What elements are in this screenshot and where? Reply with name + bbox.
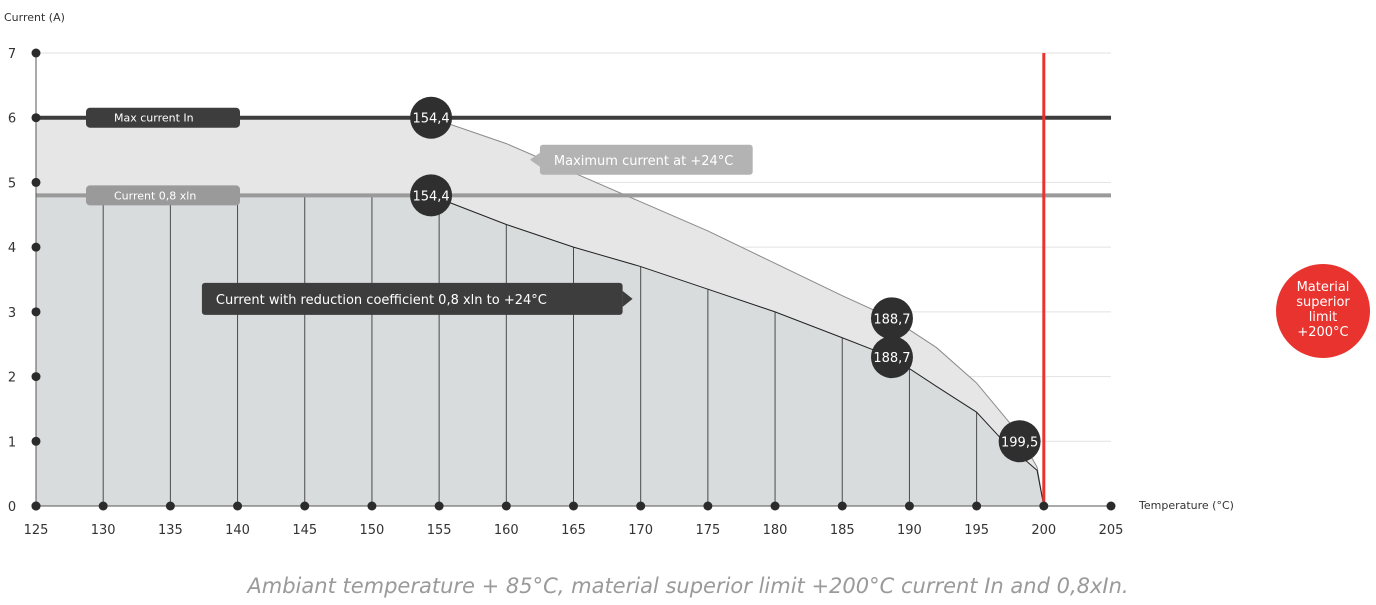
x-tick-dot <box>367 501 377 511</box>
x-tick-dot <box>501 501 511 511</box>
y-tick-dot <box>31 177 41 187</box>
y-tick-dot <box>31 501 41 511</box>
line-label-bg <box>86 107 240 128</box>
y-tick-dot <box>31 307 41 317</box>
y-tick-label: 7 <box>8 47 16 62</box>
y-tick-dot <box>31 242 41 252</box>
line-label-bg <box>86 185 240 206</box>
y-tick-label: 6 <box>8 112 16 127</box>
x-tick-label: 135 <box>158 523 183 538</box>
x-tick-label: 195 <box>964 523 989 538</box>
y-tick-dot <box>31 436 41 446</box>
x-tick-dot <box>703 501 713 511</box>
x-tick-dot <box>904 501 914 511</box>
chart-caption: Ambiant temperature + 85°C, material sup… <box>247 574 1129 598</box>
value-marker: 199,5 <box>998 420 1041 463</box>
x-tick-label: 130 <box>91 523 116 538</box>
x-tick-label: 190 <box>897 523 922 538</box>
y-axis-title: Current (A) <box>4 11 65 24</box>
annotation-bg <box>539 144 753 175</box>
x-tick-dot <box>300 501 310 511</box>
annotation-callout: Current with reduction coefficient 0,8 x… <box>201 282 633 315</box>
marker-label: 188,7 <box>873 351 910 366</box>
marker-circle <box>410 96 453 139</box>
x-axis-title: Temperature (°C) <box>1138 499 1234 512</box>
line-label: Current 0,8 xln <box>114 189 196 202</box>
x-tick-dot <box>972 501 982 511</box>
x-tick-dot <box>165 501 175 511</box>
marker-label: 188,7 <box>873 312 910 327</box>
marker-label: 154,4 <box>412 189 449 204</box>
marker-circle <box>870 336 913 379</box>
x-tick-dot <box>569 501 578 511</box>
value-marker: 188,7 <box>870 336 913 379</box>
annotation-callout: Maximum current at +24°C <box>529 144 753 175</box>
limit-badge-line: +200°C <box>1297 325 1348 340</box>
x-tick-dot <box>1106 501 1116 511</box>
y-tick-dot <box>31 113 41 123</box>
y-tick-label: 4 <box>8 241 16 256</box>
y-tick-label: 5 <box>8 176 16 191</box>
limit-badge-circle <box>1276 264 1370 358</box>
annotation-pointer <box>622 290 633 307</box>
limit-badge-line: Material <box>1297 280 1350 295</box>
x-tick-label: 150 <box>360 523 385 538</box>
x-tick-dot <box>98 501 108 511</box>
x-tick-label: 205 <box>1099 523 1124 538</box>
x-tick-dot <box>636 501 646 511</box>
x-tick-label: 155 <box>427 523 452 538</box>
area-reduced-current <box>36 195 1044 506</box>
y-tick-label: 2 <box>8 371 16 386</box>
marker-label: 154,4 <box>412 112 449 127</box>
x-tick-label: 170 <box>628 523 653 538</box>
annotation-pointer <box>529 152 540 167</box>
y-tick-dot <box>31 372 41 382</box>
value-marker: 188,7 <box>870 297 913 340</box>
value-marker: 154,4 <box>410 96 453 139</box>
y-tick-label: 0 <box>8 500 16 515</box>
x-tick-dot <box>434 501 444 511</box>
y-tick-label: 3 <box>8 306 16 321</box>
y-tick-dot <box>31 48 41 58</box>
x-tick-label: 175 <box>695 523 720 538</box>
limit-badge-line: limit <box>1309 310 1338 325</box>
limit-badge-line: superior <box>1296 295 1350 310</box>
x-tick-label: 160 <box>494 523 519 538</box>
x-tick-label: 140 <box>225 523 250 538</box>
annotation-text: Current with reduction coefficient 0,8 x… <box>216 293 547 308</box>
marker-circle <box>410 174 453 217</box>
y-tick-label: 1 <box>8 435 16 450</box>
annotation-bg <box>201 282 623 315</box>
marker-circle <box>998 420 1041 463</box>
x-tick-dot <box>233 501 243 511</box>
x-tick-dot <box>837 501 847 511</box>
x-tick-label: 180 <box>763 523 788 538</box>
marker-label: 199,5 <box>1001 435 1038 450</box>
marker-circle <box>870 297 913 340</box>
x-tick-label: 185 <box>830 523 855 538</box>
x-tick-label: 165 <box>561 523 586 538</box>
annotation-text: Maximum current at +24°C <box>554 154 733 169</box>
line-label: Max current In <box>114 112 194 125</box>
x-tick-label: 200 <box>1031 523 1056 538</box>
x-tick-dot <box>1039 501 1049 511</box>
x-tick-label: 145 <box>292 523 317 538</box>
x-tick-dot <box>770 501 780 511</box>
x-tick-label: 125 <box>24 523 49 538</box>
value-marker: 154,4 <box>410 174 453 217</box>
